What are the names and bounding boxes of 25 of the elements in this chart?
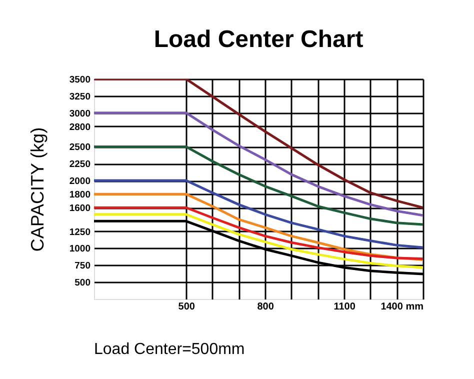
y-tick-label: 1000 <box>69 244 90 255</box>
text: Load Center=500mm <box>94 341 245 358</box>
y-tick-label: 2000 <box>69 176 90 188</box>
x-tick-label: 500 <box>178 302 196 312</box>
line-series <box>94 206 423 260</box>
line-series <box>94 213 423 269</box>
x-tick-label: 800 <box>257 302 274 312</box>
y-tick-label: 2800 <box>69 122 90 133</box>
y-tick-label: 1800 <box>69 190 90 201</box>
y-tick-label: 500 <box>74 278 90 289</box>
x-tick-label: 1400 mm <box>380 302 424 312</box>
x-tick-label: 1100 <box>334 302 356 312</box>
y-tick-label: 2500 <box>69 142 90 154</box>
y-tick-label: 3500 <box>69 74 90 86</box>
chart-title: Load Center Chart <box>154 26 364 53</box>
line-series <box>94 179 423 249</box>
line-series <box>94 112 423 217</box>
y-tick-label: 1600 <box>69 203 90 214</box>
y-tick-label: 1250 <box>69 226 90 238</box>
y-tick-label: 2250 <box>69 159 90 170</box>
y-tick-label: 750 <box>74 260 90 272</box>
y-tick-label: 3000 <box>69 108 90 120</box>
line-series <box>94 145 423 226</box>
y-axis-title: CAPACITY (kg) <box>27 127 48 252</box>
y-tick-label: 3250 <box>69 91 90 102</box>
